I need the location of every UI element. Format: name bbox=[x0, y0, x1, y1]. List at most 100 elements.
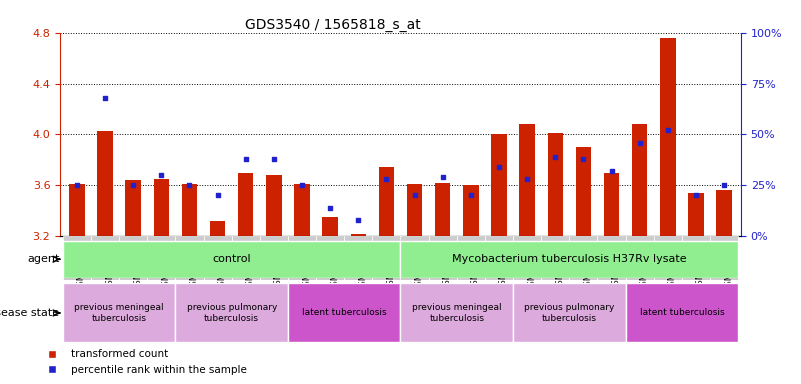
Text: previous meningeal
tuberculosis: previous meningeal tuberculosis bbox=[412, 303, 501, 323]
Bar bbox=[69, 184, 85, 236]
Bar bbox=[463, 185, 478, 236]
Point bbox=[155, 172, 167, 178]
Text: GSM280336: GSM280336 bbox=[415, 240, 424, 291]
Text: latent tuberculosis: latent tuberculosis bbox=[302, 308, 387, 318]
Text: GSM280341: GSM280341 bbox=[105, 240, 114, 290]
Point bbox=[409, 192, 421, 199]
Bar bbox=[344, 236, 372, 280]
Text: GSM280347: GSM280347 bbox=[246, 240, 255, 291]
Bar bbox=[63, 283, 175, 343]
Bar bbox=[266, 175, 282, 236]
Text: GSM280334: GSM280334 bbox=[527, 240, 536, 291]
Point bbox=[577, 156, 590, 162]
Point bbox=[99, 95, 111, 101]
Bar bbox=[716, 190, 732, 236]
Text: previous pulmonary
tuberculosis: previous pulmonary tuberculosis bbox=[524, 303, 614, 323]
Bar bbox=[288, 236, 316, 280]
Bar bbox=[126, 180, 141, 236]
Bar bbox=[154, 179, 169, 236]
Text: GSM280349: GSM280349 bbox=[274, 240, 283, 290]
Bar bbox=[372, 236, 400, 280]
Point bbox=[605, 168, 618, 174]
Bar bbox=[682, 236, 710, 280]
Text: GSM280337: GSM280337 bbox=[330, 240, 339, 291]
Bar bbox=[63, 236, 91, 280]
Point bbox=[662, 127, 674, 133]
Point bbox=[352, 217, 364, 223]
Bar bbox=[485, 236, 513, 280]
Bar bbox=[98, 131, 113, 236]
Bar bbox=[91, 236, 119, 280]
Bar bbox=[63, 241, 400, 278]
Bar bbox=[541, 236, 570, 280]
Bar bbox=[260, 236, 288, 280]
Bar bbox=[316, 236, 344, 280]
Text: latent tuberculosis: latent tuberculosis bbox=[639, 308, 724, 318]
Bar bbox=[203, 236, 231, 280]
Bar bbox=[519, 124, 535, 236]
Text: control: control bbox=[212, 254, 251, 264]
Point bbox=[437, 174, 449, 180]
Text: agent: agent bbox=[27, 254, 59, 264]
Text: disease state: disease state bbox=[0, 308, 59, 318]
Text: GSM280342: GSM280342 bbox=[443, 240, 452, 290]
Text: GSM280348: GSM280348 bbox=[583, 240, 593, 291]
Bar bbox=[710, 236, 738, 280]
Bar bbox=[400, 236, 429, 280]
Bar bbox=[632, 124, 647, 236]
Point bbox=[465, 192, 477, 199]
Point bbox=[521, 176, 533, 182]
Point bbox=[183, 182, 196, 189]
Bar bbox=[576, 147, 591, 236]
Text: Mycobacterium tuberculosis H37Rv lysate: Mycobacterium tuberculosis H37Rv lysate bbox=[452, 254, 686, 264]
Bar bbox=[210, 221, 225, 236]
Bar bbox=[570, 236, 598, 280]
Title: GDS3540 / 1565818_s_at: GDS3540 / 1565818_s_at bbox=[244, 18, 421, 31]
Bar bbox=[513, 283, 626, 343]
Bar bbox=[660, 38, 675, 236]
Bar bbox=[548, 133, 563, 236]
Point bbox=[380, 176, 392, 182]
Text: GSM280345: GSM280345 bbox=[386, 240, 396, 290]
Point bbox=[718, 182, 731, 189]
Bar bbox=[626, 236, 654, 280]
Bar bbox=[323, 217, 338, 236]
Bar bbox=[400, 241, 738, 278]
Bar bbox=[604, 172, 619, 236]
Point bbox=[493, 164, 505, 170]
Bar bbox=[407, 184, 422, 236]
Point bbox=[127, 182, 139, 189]
Bar bbox=[429, 236, 457, 280]
Bar bbox=[379, 167, 394, 236]
Text: GSM280344: GSM280344 bbox=[696, 240, 705, 290]
Bar bbox=[147, 236, 175, 280]
Bar bbox=[175, 236, 203, 280]
Bar bbox=[288, 283, 400, 343]
Text: GSM280343: GSM280343 bbox=[358, 240, 368, 291]
Text: GSM280350: GSM280350 bbox=[611, 240, 621, 290]
Text: GSM280340: GSM280340 bbox=[555, 240, 564, 290]
Point bbox=[634, 139, 646, 146]
Text: GSM280353: GSM280353 bbox=[161, 240, 171, 291]
Text: previous meningeal
tuberculosis: previous meningeal tuberculosis bbox=[74, 303, 164, 323]
Bar bbox=[513, 236, 541, 280]
Point bbox=[296, 182, 308, 189]
Bar bbox=[175, 283, 288, 343]
Bar bbox=[400, 283, 513, 343]
Bar bbox=[626, 283, 738, 343]
Text: GSM280352: GSM280352 bbox=[471, 240, 480, 290]
Point bbox=[239, 156, 252, 162]
Point bbox=[324, 205, 336, 211]
Bar bbox=[654, 236, 682, 280]
Point bbox=[549, 154, 562, 160]
Legend: transformed count, percentile rank within the sample: transformed count, percentile rank withi… bbox=[38, 345, 251, 379]
Point bbox=[268, 156, 280, 162]
Bar bbox=[231, 236, 260, 280]
Bar bbox=[182, 184, 197, 236]
Text: GSM280346: GSM280346 bbox=[724, 240, 733, 291]
Bar bbox=[491, 134, 507, 236]
Point bbox=[211, 192, 224, 199]
Text: GSM280351: GSM280351 bbox=[133, 240, 143, 290]
Bar bbox=[598, 236, 626, 280]
Bar bbox=[457, 236, 485, 280]
